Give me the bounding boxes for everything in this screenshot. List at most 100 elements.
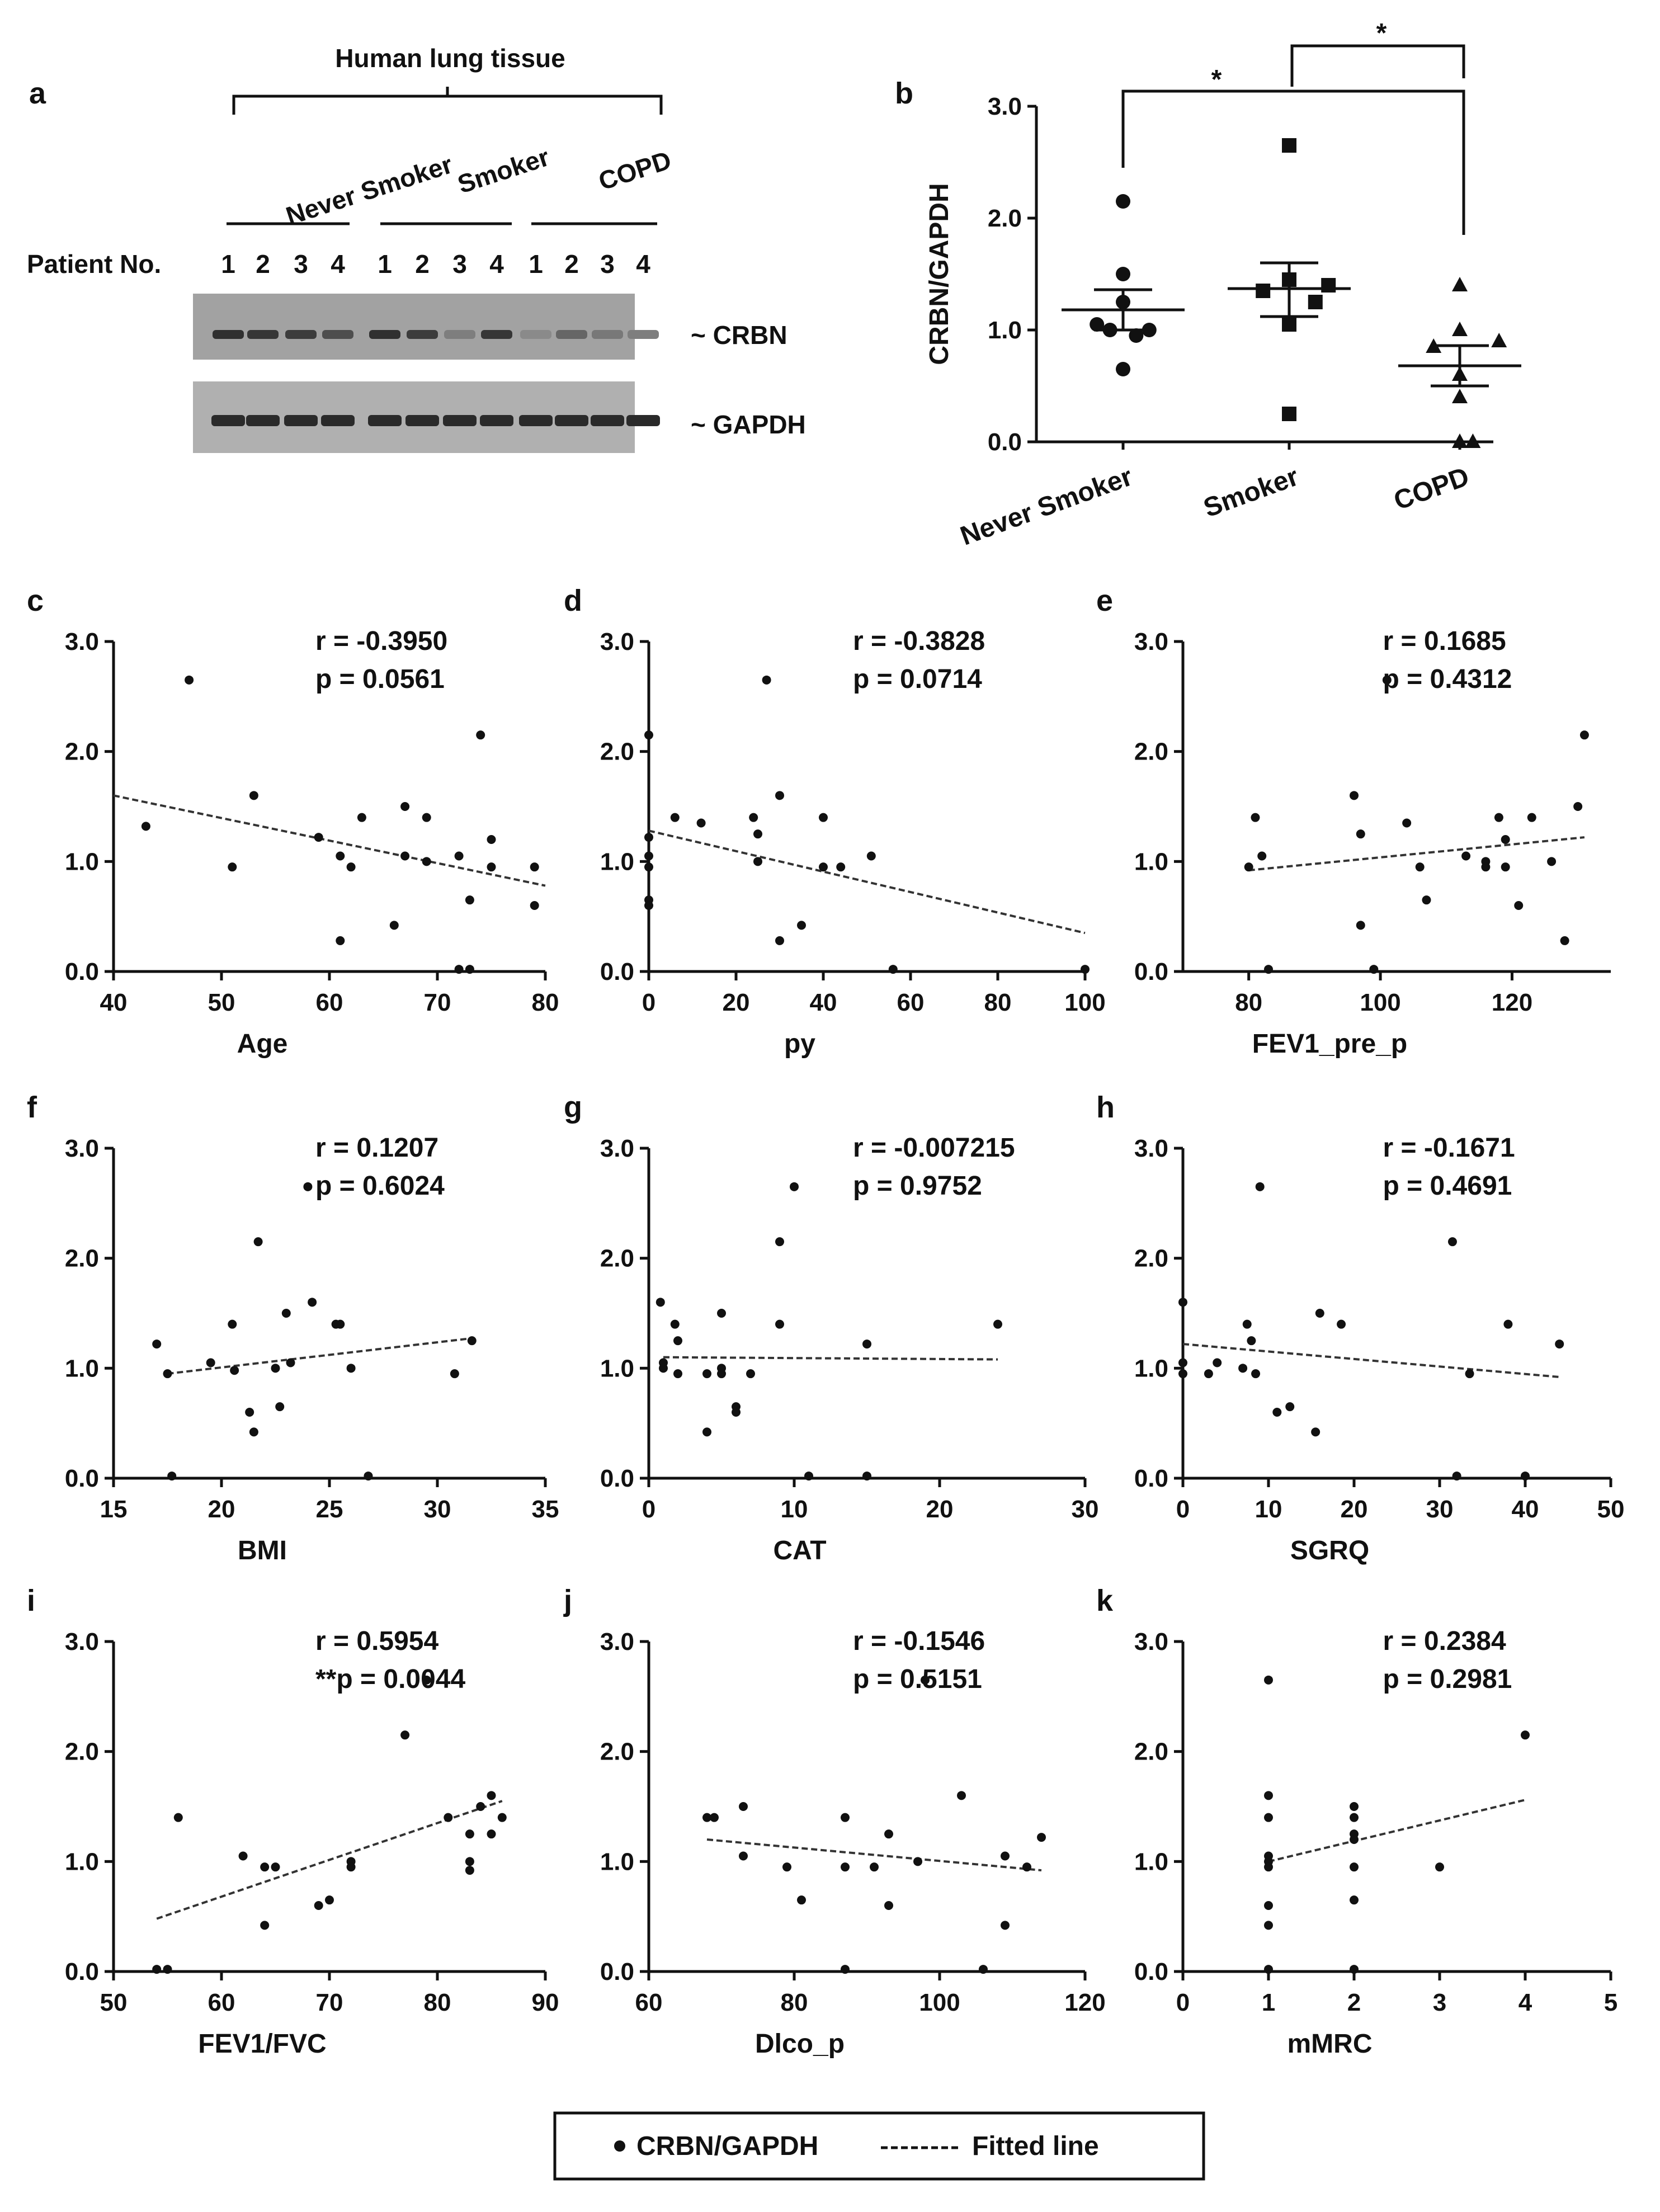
panel-b-point-copd-1 — [1452, 322, 1468, 336]
panel-j-point-5 — [797, 1895, 806, 1905]
panel-c-xlabel: Age — [237, 1029, 288, 1059]
panel-f-ytick-label-3: 3.0 — [65, 1135, 99, 1162]
panel-h-xlabel: SGRQ — [1290, 1536, 1369, 1565]
panel-f-bmi-scatter: f 0.0 1.0 2.0 3.0 15 20 25 30 35 BMI r = 0.1207 p = … — [27, 1091, 559, 1565]
panel-e-stat-r: r = 0.1685 — [1383, 626, 1506, 656]
panel-j-ytick-label-1: 1.0 — [600, 1848, 634, 1875]
panel-d-xtick-label-4: 80 — [984, 989, 1012, 1016]
panel-c-point-5 — [336, 851, 345, 861]
panel-f-point-6 — [245, 1408, 254, 1417]
panel-f-point-8 — [253, 1237, 263, 1247]
panel-c-ytick-label-0: 0.0 — [65, 958, 99, 985]
panel-c-point-12 — [422, 813, 431, 822]
panel-j-dlco-p-scatter: j 0.0 1.0 2.0 3.0 60 80 100 120 Dlco_p r = -0.1546… — [563, 1584, 1106, 2059]
panel-k-point-6 — [1264, 1901, 1273, 1910]
panel-e-xtick-label-2: 120 — [1492, 989, 1532, 1016]
panel-f-xtick-label-2: 25 — [316, 1496, 343, 1523]
panel-g-point-2 — [659, 1364, 668, 1373]
crbn-band-lane-9 — [520, 330, 551, 339]
legend: CRBN/GAPDH Fitted line — [553, 2111, 1205, 2181]
panel-k-xtick-label-3: 3 — [1433, 1989, 1446, 2016]
panel-c-fitted-line — [113, 794, 546, 887]
panel-f-stat-p: p = 0.6024 — [315, 1171, 445, 1201]
panel-b-point-smoker-3 — [1256, 284, 1271, 298]
blot-title-bracket — [232, 95, 663, 115]
panel-g-point-5 — [673, 1369, 682, 1379]
panel-d-xtick-label-3: 60 — [897, 989, 925, 1016]
patient-number-2: 2 — [256, 249, 270, 279]
gapdh-band-lane-5 — [368, 415, 402, 426]
panel-g-point-8 — [717, 1309, 726, 1318]
panel-h-point-15 — [1447, 1237, 1457, 1247]
panel-g-xlabel: CAT — [773, 1536, 826, 1565]
panel-k-xtick-label-1: 1 — [1262, 1989, 1275, 2016]
panel-d-xtick-label-5: 100 — [1064, 989, 1105, 1016]
panel-i-point-8 — [325, 1895, 334, 1905]
panel-b-group-scatter: b 0.0 1.0 2.0 3.0 CRBN/GAPDH Never Smoker Smoke… — [895, 18, 1521, 551]
group-label-copd: COPD — [595, 145, 675, 196]
panel-f-ytick-label-1: 1.0 — [65, 1355, 99, 1382]
panel-j-stat-r: r = -0.1546 — [853, 1626, 985, 1656]
panel-b-point-never-smoker-1 — [1116, 267, 1130, 281]
panel-k-point-1 — [1264, 1791, 1273, 1800]
panel-e-point-14 — [1481, 862, 1491, 872]
panel-k-point-17 — [1521, 1730, 1530, 1740]
panel-f-ytick-label-0: 0.0 — [65, 1465, 99, 1492]
panel-g-ytick-label-2: 2.0 — [600, 1245, 634, 1272]
gapdh-band-lane-1 — [211, 415, 245, 426]
legend-marker-dot — [614, 2140, 625, 2152]
panel-h-xtick-label-2: 20 — [1341, 1496, 1368, 1523]
panel-i-xtick-label-0: 50 — [100, 1989, 128, 2016]
panel-e-point-11 — [1422, 895, 1431, 905]
panel-d-point-0 — [644, 730, 653, 740]
panel-d-point-1 — [644, 833, 653, 842]
panel-i-xtick-label-2: 70 — [316, 1989, 343, 2016]
panel-e-point-1 — [1251, 813, 1260, 822]
panel-f-xlabel: BMI — [238, 1536, 287, 1565]
panel-e-point-6 — [1356, 921, 1365, 930]
panel-f-label: f — [27, 1091, 37, 1124]
panel-b-ytick-label-0: 0.0 — [988, 428, 1022, 456]
panel-i-point-6 — [271, 1862, 280, 1872]
panel-k-stat-p: p = 0.2981 — [1383, 1664, 1512, 1694]
panel-b-point-smoker-0 — [1282, 138, 1296, 153]
panel-b-point-smoker-5 — [1282, 317, 1296, 332]
gapdh-bands — [211, 415, 660, 426]
panel-c-point-17 — [465, 895, 474, 905]
panel-j-point-4 — [782, 1862, 791, 1872]
panel-b-sig-bracket-1 — [1290, 44, 1465, 87]
panel-k-xtick-label-0: 0 — [1176, 1989, 1190, 2016]
panel-d-point-3 — [644, 862, 653, 872]
panel-k-point-8 — [1264, 1965, 1273, 1974]
panel-f-point-13 — [303, 1182, 313, 1191]
panel-e-ytick-label-1: 1.0 — [1134, 848, 1168, 875]
panel-h-point-3 — [1204, 1369, 1213, 1379]
panel-c-point-14 — [454, 851, 464, 861]
panel-j-ytick-label-3: 3.0 — [600, 1628, 634, 1656]
panel-b-ytick-label-3: 3.0 — [988, 93, 1022, 120]
panel-j-point-17 — [1001, 1921, 1010, 1930]
panel-h-xtick-label-0: 0 — [1176, 1496, 1190, 1523]
panel-b-label: b — [895, 77, 913, 110]
panel-k-ytick-label-1: 1.0 — [1134, 1848, 1168, 1875]
panel-c-xtick-label-1: 50 — [208, 989, 235, 1016]
panel-b-point-copd-0 — [1452, 277, 1468, 291]
panel-e-ytick-label-2: 2.0 — [1134, 738, 1168, 766]
panel-h-point-17 — [1465, 1369, 1474, 1379]
panel-j-xtick-label-1: 80 — [781, 1989, 808, 2016]
panel-f-fitted-line — [167, 1337, 470, 1375]
panel-b-sig-bracket-0 — [1121, 89, 1465, 235]
panel-g-point-18 — [862, 1340, 871, 1349]
panel-j-point-19 — [1037, 1833, 1046, 1842]
panel-h-xtick-label-4: 40 — [1512, 1496, 1539, 1523]
panel-i-ytick-label-0: 0.0 — [65, 1958, 99, 1985]
panel-f-xtick-label-1: 20 — [208, 1496, 235, 1523]
panel-k-ytick-label-3: 3.0 — [1134, 1628, 1168, 1656]
panel-d-point-14 — [797, 921, 806, 930]
panel-a-western-blot: a Human lung tissue Never Smoker Smoker … — [27, 44, 806, 453]
panel-h-point-9 — [1255, 1182, 1265, 1191]
panel-j-point-0 — [702, 1813, 711, 1822]
panel-d-ytick-label-0: 0.0 — [600, 958, 634, 985]
panel-g-cat-scatter: g 0.0 1.0 2.0 3.0 0 10 20 30 CAT r = -0.007215 p = … — [564, 1091, 1098, 1565]
